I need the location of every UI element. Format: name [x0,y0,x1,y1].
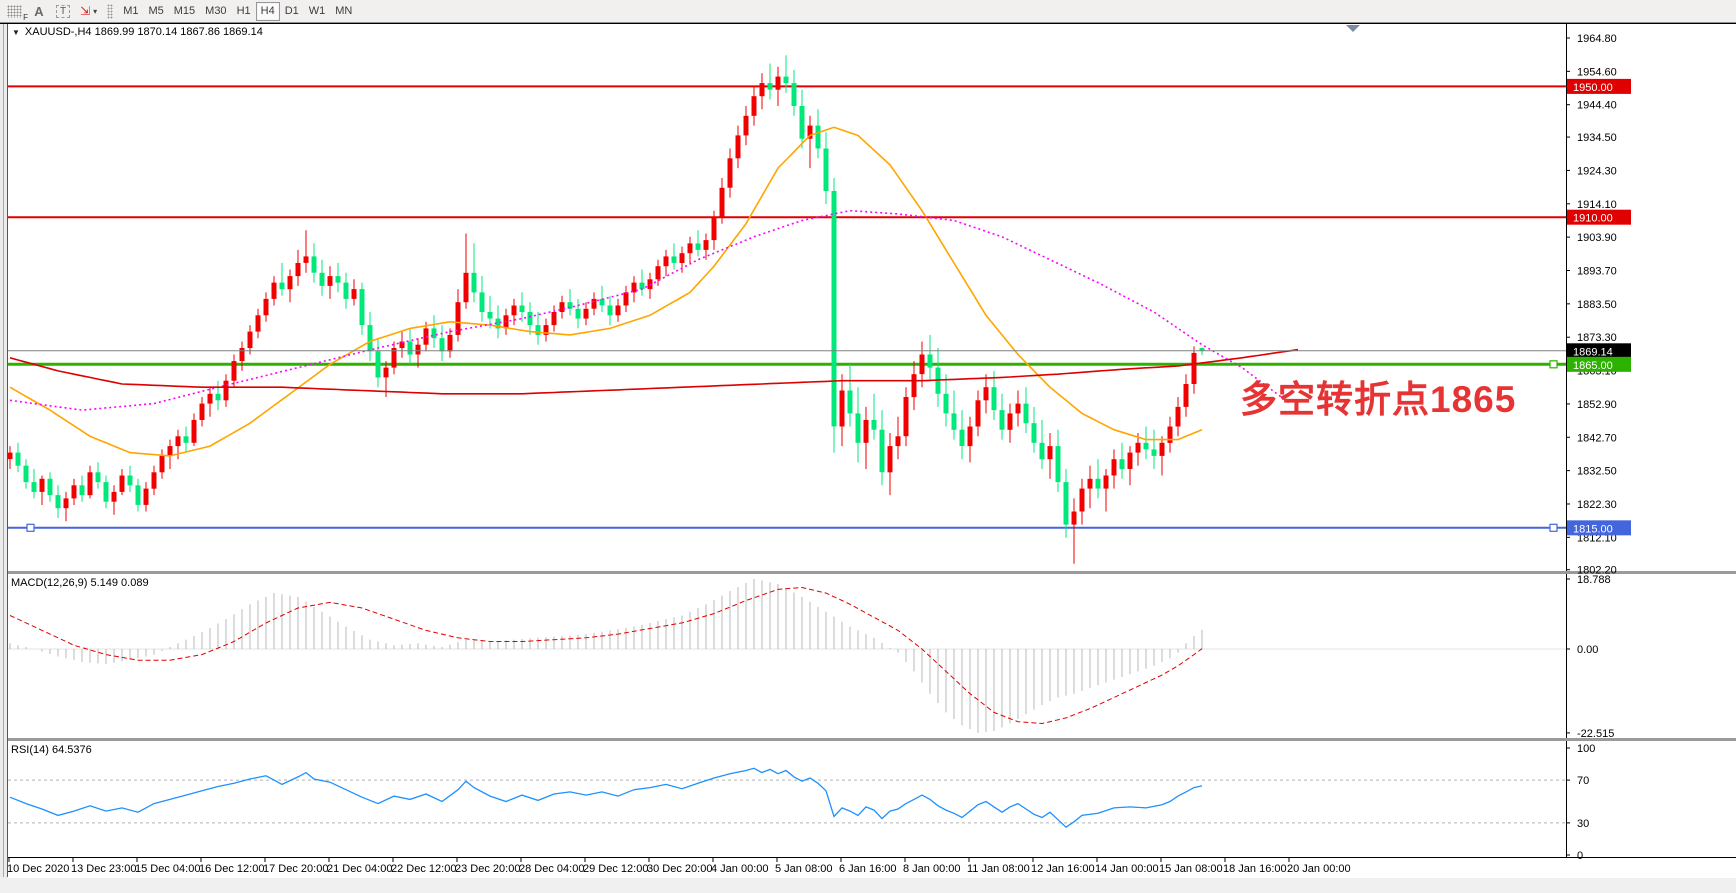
svg-text:70: 70 [1577,775,1589,787]
hline-handle[interactable] [1549,360,1558,369]
arrow-objects-button[interactable]: ⇲ ▾ [75,2,102,21]
svg-text:1964.80: 1964.80 [1577,33,1617,45]
svg-text:1883.50: 1883.50 [1577,299,1617,311]
timeframe-m15[interactable]: M15 [173,5,196,17]
price-tag-1910.00 [1567,209,1631,225]
macd-signal-line [9,586,1203,725]
svg-text:17 Dec 20:00: 17 Dec 20:00 [263,863,328,875]
timeframe-d1[interactable]: D1 [284,5,299,17]
svg-text:1852.90: 1852.90 [1577,399,1617,411]
svg-text:29 Dec 12:00: 29 Dec 12:00 [583,863,648,875]
dropdown-caret-icon[interactable]: ▾ [93,6,98,16]
macd-indicator-label: MACD(12,26,9) 5.149 0.089 [11,577,149,589]
svg-text:23 Dec 20:00: 23 Dec 20:00 [455,863,520,875]
svg-text:21 Dec 04:00: 21 Dec 04:00 [327,863,392,875]
svg-text:16 Dec 12:00: 16 Dec 12:00 [199,863,264,875]
macd-panel: 18.788 0.00 -22.515 [8,574,1614,740]
symbol-ohlc-title: XAUUSD-,H4 1869.99 1870.14 1867.86 1869.… [24,26,263,38]
svg-text:20 Jan 00:00: 20 Jan 00:00 [1287,863,1351,875]
svg-text:28 Dec 04:00: 28 Dec 04:00 [519,863,584,875]
svg-text:1924.30: 1924.30 [1577,165,1617,177]
svg-text:1893.70: 1893.70 [1577,265,1617,277]
text-label-button[interactable]: A [27,2,51,21]
scroll-to-end-marker [1346,25,1360,32]
svg-text:1950.00: 1950.00 [1573,82,1613,94]
svg-text:22 Dec 12:00: 22 Dec 12:00 [391,863,456,875]
svg-text:-22.515: -22.515 [1577,728,1614,740]
svg-text:12 Jan 16:00: 12 Jan 16:00 [1031,863,1095,875]
moving-averages [9,126,1299,457]
window-frame [0,23,1736,893]
svg-text:6 Jan 16:00: 6 Jan 16:00 [839,863,897,875]
rsi-indicator-label: RSI(14) 64.5376 [11,744,92,756]
timeframe-m5[interactable]: M5 [148,5,164,17]
svg-text:0.00: 0.00 [1577,644,1598,656]
timeframe-w1[interactable]: W1 [308,5,326,17]
svg-text:30 Dec 20:00: 30 Dec 20:00 [647,863,712,875]
hline-handle[interactable] [26,523,35,532]
chart-annotation-text[interactable]: 多空转折点1865 [1240,379,1517,420]
svg-text:1903.90: 1903.90 [1577,232,1617,244]
svg-text:13 Dec 23:00: 13 Dec 23:00 [71,863,136,875]
svg-text:11 Jan 08:00: 11 Jan 08:00 [967,863,1030,875]
ma-mid-magenta [9,209,1291,411]
svg-text:1832.50: 1832.50 [1577,466,1617,478]
ma-slow-red [9,348,1299,395]
svg-text:100: 100 [1577,743,1595,755]
svg-text:18.788: 18.788 [1577,574,1611,586]
toolbar: F A T ⇲ ▾ M1 M5 M15 M30 H1 H4 D1 W1 MN [0,0,1736,23]
grid-icon: F [7,4,28,22]
svg-text:1934.50: 1934.50 [1577,132,1617,144]
svg-text:4 Jan 00:00: 4 Jan 00:00 [711,863,769,875]
svg-text:1865.00: 1865.00 [1573,360,1613,372]
svg-text:18 Jan 16:00: 18 Jan 16:00 [1223,863,1287,875]
price-tag-1950.00 [1567,78,1631,94]
timeframe-mn[interactable]: MN [335,5,353,17]
candlestick-series [7,55,1205,564]
hline-handle[interactable] [1549,523,1558,532]
svg-text:0: 0 [1577,850,1583,862]
price-tag-1865.00 [1567,356,1631,372]
collapse-arrow-icon[interactable]: ▼ [12,27,20,37]
timeframe-h1[interactable]: H1 [236,5,251,17]
ma-fast-orange [9,126,1203,457]
svg-text:1802.20: 1802.20 [1577,565,1617,577]
svg-text:1910.00: 1910.00 [1573,213,1613,225]
price-tag-1869.14 [1567,343,1631,359]
svg-text:5 Jan 08:00: 5 Jan 08:00 [775,863,833,875]
rsi-panel: 100 70 30 0 [8,743,1595,862]
svg-text:1954.60: 1954.60 [1577,66,1617,78]
svg-text:1914.10: 1914.10 [1577,199,1617,211]
timeframe-h4[interactable]: H4 [255,1,280,21]
svg-text:1869.14: 1869.14 [1573,346,1613,358]
price-axis: 1964.80 1954.60 1944.40 1934.50 1924.30 1914.… [1566,33,1631,577]
svg-text:1822.30: 1822.30 [1577,499,1617,511]
timeframe-m30[interactable]: M30 [205,5,227,17]
timeframe-m1[interactable]: M1 [123,5,139,17]
text-box-icon: T [56,4,71,18]
svg-text:14 Jan 00:00: 14 Jan 00:00 [1095,863,1159,875]
svg-text:1815.00: 1815.00 [1573,523,1613,535]
text-box-button[interactable]: T [51,2,75,21]
svg-text:10 Dec 2020: 10 Dec 2020 [7,863,69,875]
svg-text:1873.30: 1873.30 [1577,332,1617,344]
chart-title-bar[interactable]: ▼ XAUUSD-,H4 1869.99 1870.14 1867.86 186… [12,26,263,38]
arrows-icon: ⇲ [80,4,91,18]
svg-text:15 Dec 04:00: 15 Dec 04:00 [135,863,200,875]
letter-a-icon: A [34,3,44,19]
svg-text:30: 30 [1577,818,1589,830]
toolbar-grip[interactable] [107,3,114,19]
price-tag-1815.00 [1567,520,1631,536]
svg-text:1944.40: 1944.40 [1577,100,1617,112]
svg-text:8 Jan 00:00: 8 Jan 00:00 [903,863,961,875]
rsi-line [9,767,1203,829]
svg-text:1842.70: 1842.70 [1577,432,1617,444]
support-resistance-lines [8,85,1566,532]
svg-text:15 Jan 08:00: 15 Jan 08:00 [1159,863,1223,875]
crosshair-grid-button[interactable]: F [2,2,28,22]
